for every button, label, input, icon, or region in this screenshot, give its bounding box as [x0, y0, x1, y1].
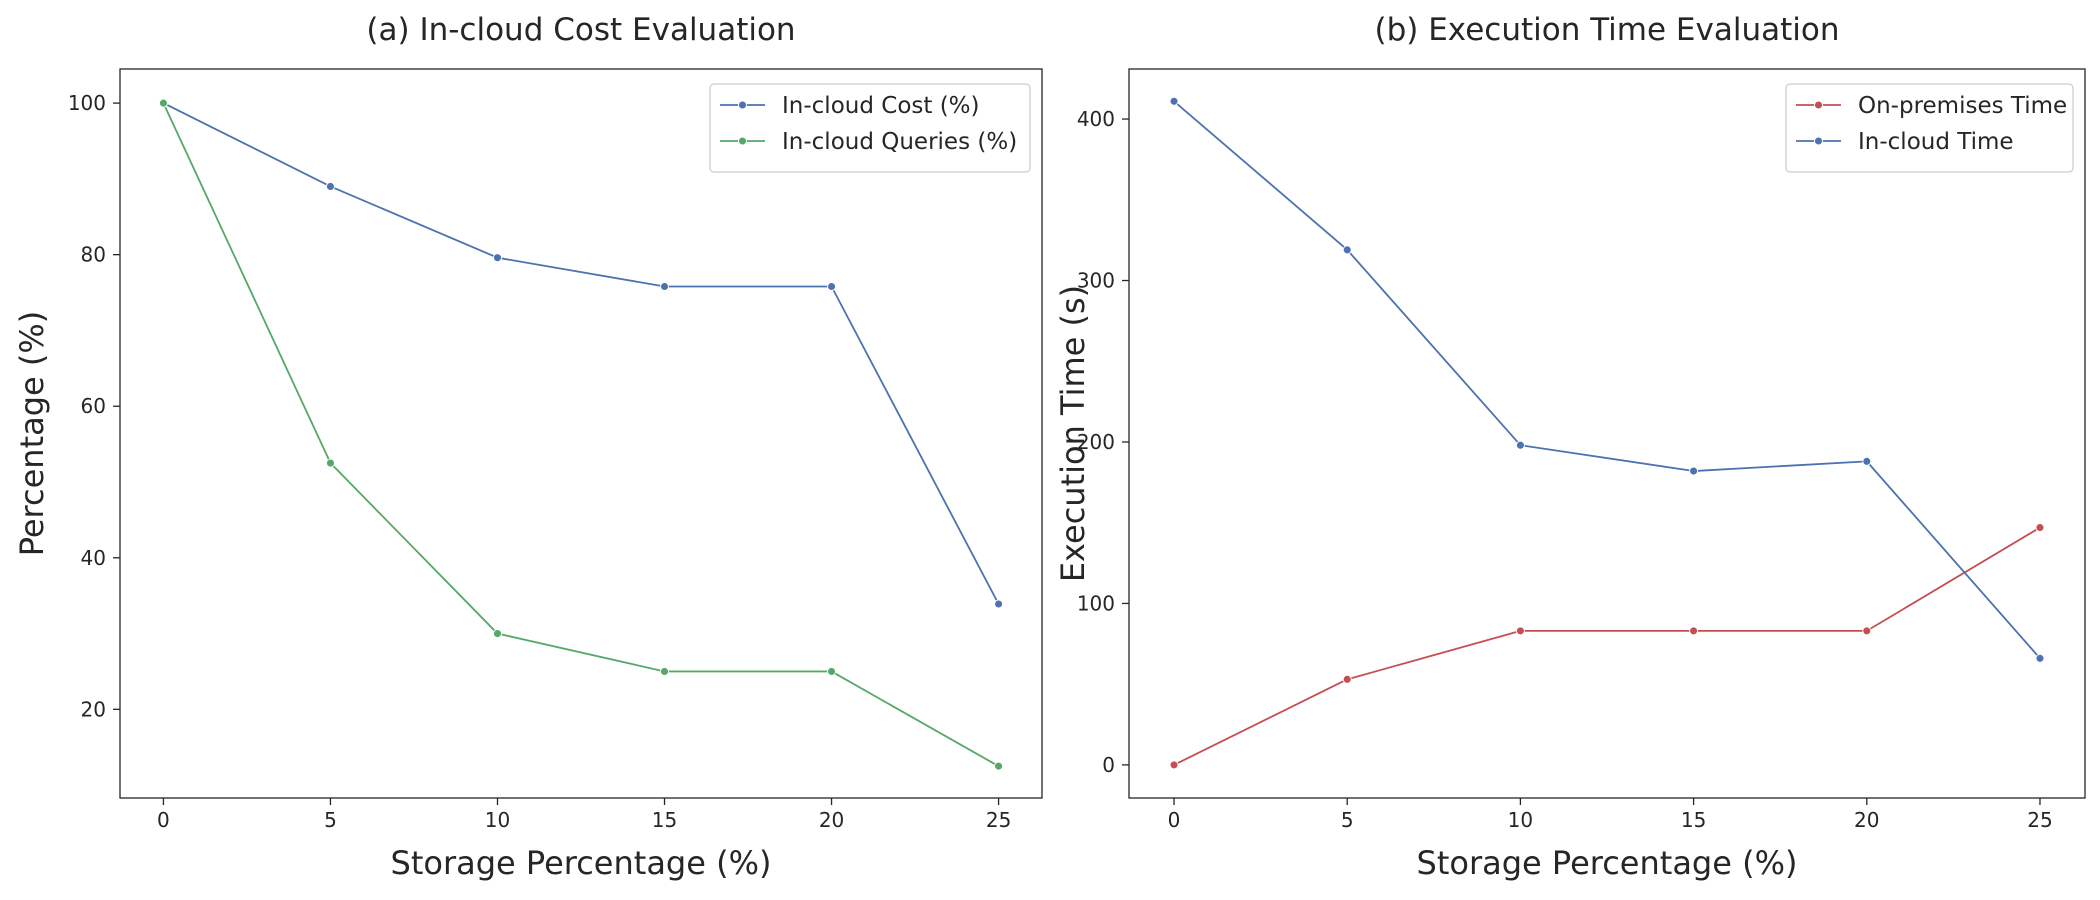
data-point	[1169, 96, 1179, 106]
y-tick-label: 300	[1077, 269, 1115, 293]
x-tick-label: 20	[819, 808, 844, 832]
data-point	[1862, 456, 1872, 466]
data-point	[827, 666, 836, 676]
y-tick-label: 400	[1077, 107, 1115, 131]
legend-label: In-cloud Queries (%)	[782, 129, 1017, 155]
data-point	[1342, 674, 1352, 684]
data-point	[1862, 626, 1872, 636]
x-tick-label: 20	[1854, 808, 1879, 832]
x-tick-label: 5	[1341, 808, 1354, 832]
series-line	[163, 102, 1000, 605]
x-tick-label: 10	[485, 808, 510, 832]
data-point	[326, 458, 335, 468]
chart-title: (b) Execution Time Evaluation	[1375, 12, 1840, 48]
data-point	[1689, 466, 1699, 476]
data-point	[2035, 653, 2045, 663]
x-tick-label: 0	[157, 808, 170, 832]
legend-marker	[1814, 100, 1823, 110]
x-tick-label: 5	[324, 808, 337, 832]
data-point	[827, 282, 836, 291]
x-tick-label: 0	[1168, 808, 1181, 832]
legend-marker	[738, 100, 747, 110]
legend-marker	[1814, 136, 1823, 146]
data-point	[1169, 760, 1179, 770]
data-point	[326, 182, 335, 191]
data-point	[994, 761, 1004, 771]
x-tick-label: 25	[2027, 808, 2052, 832]
chart-panel-b: (b) Execution Time Evaluation 0 5 10 15 20 25 0…	[1054, 12, 2086, 882]
x-tick-label: 15	[652, 808, 677, 832]
data-point	[660, 666, 669, 676]
x-axis-label: Storage Percentage (%)	[1417, 844, 1798, 882]
x-tick-label: 15	[1681, 808, 1706, 832]
legend-box	[709, 83, 1031, 173]
data-point	[660, 282, 669, 291]
y-tick-label: 40	[81, 546, 106, 570]
y-tick-label: 200	[1077, 430, 1115, 454]
y-tick-label: 100	[1077, 591, 1115, 615]
y-tick-label: 100	[68, 91, 106, 115]
data-point	[493, 253, 502, 263]
data-point	[493, 629, 502, 639]
y-axis-label: Execution Time (s)	[1054, 285, 1092, 582]
data-point	[2035, 523, 2045, 533]
data-point	[1342, 245, 1352, 255]
data-point	[994, 599, 1004, 609]
data-point	[1515, 440, 1525, 450]
legend-label: On-premises Time	[1858, 93, 2067, 119]
y-tick-label: 80	[81, 243, 106, 267]
legend-label: In-cloud Time	[1858, 129, 2014, 155]
data-point	[158, 98, 168, 108]
legend-box	[1785, 83, 2074, 173]
series-line	[1173, 526, 2041, 766]
legend-marker	[738, 136, 747, 146]
data-point	[1515, 626, 1525, 636]
y-tick-label: 0	[1102, 753, 1115, 777]
plot-frame	[1128, 68, 2086, 799]
x-tick-label: 10	[1508, 808, 1533, 832]
chart-title: (a) In-cloud Cost Evaluation	[366, 12, 795, 48]
x-tick-label: 25	[986, 808, 1011, 832]
y-axis-label: Percentage (%)	[13, 311, 51, 557]
y-tick-label: 60	[81, 394, 106, 418]
data-point	[1689, 626, 1699, 636]
chart-panel-a: (a) In-cloud Cost Evaluation 0 5 10 15 20 25 20…	[13, 12, 1043, 882]
x-axis-label: Storage Percentage (%)	[391, 844, 772, 882]
legend-label: In-cloud Cost (%)	[782, 93, 980, 119]
y-tick-label: 20	[81, 697, 106, 721]
series-line	[1173, 100, 2041, 659]
series-line	[162, 102, 1000, 767]
plot-frame	[119, 68, 1043, 799]
